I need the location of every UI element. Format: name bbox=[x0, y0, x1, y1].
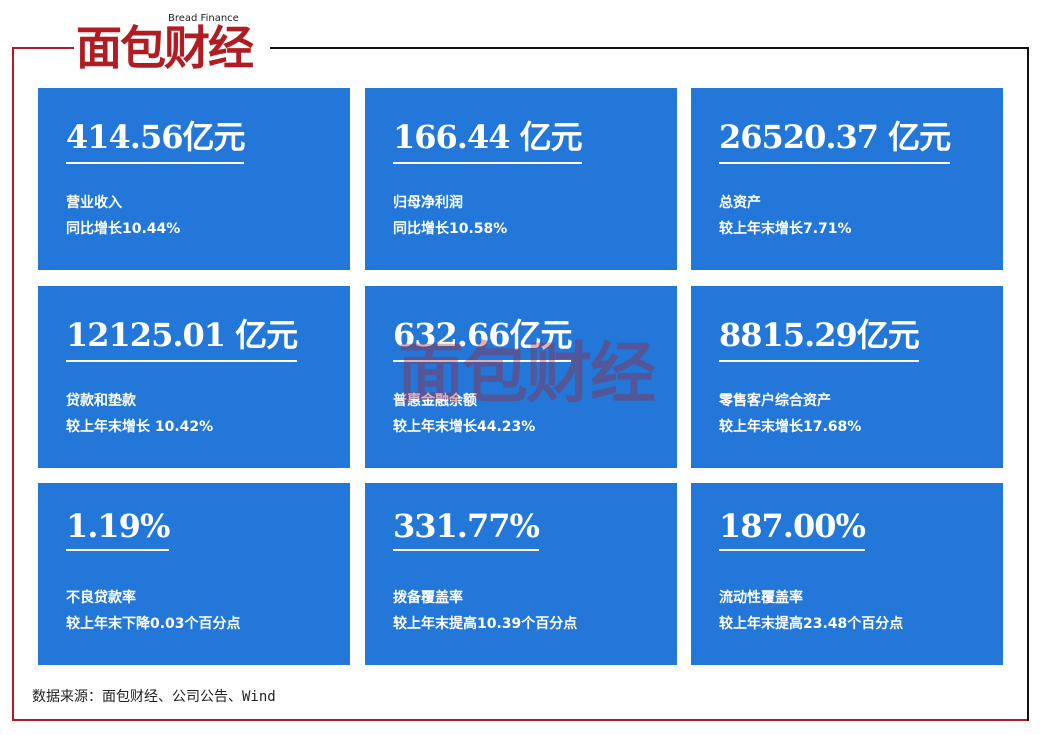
kpi-label: 贷款和垫款 bbox=[66, 393, 136, 409]
kpi-change: 较上年末增长7.71% bbox=[719, 221, 852, 237]
source-note: 数据来源：面包财经、公司公告、Wind bbox=[32, 689, 276, 705]
frame bbox=[12, 47, 74, 49]
kpi-change: 较上年末下降0.03个百分点 bbox=[66, 616, 241, 632]
kpi-change: 较上年末增长 10.42% bbox=[66, 419, 214, 435]
frame bbox=[12, 719, 1029, 721]
kpi-tile: 331.77% 拨备覆盖率较上年末提高10.39个百分点 bbox=[365, 483, 677, 665]
frame bbox=[1027, 47, 1029, 721]
kpi-value: 1.19% bbox=[66, 507, 170, 551]
logo-subtitle: Bread Finance bbox=[168, 13, 239, 24]
kpi-change: 较上年末提高10.39个百分点 bbox=[393, 616, 578, 632]
kpi-label: 零售客户综合资产 bbox=[719, 393, 831, 409]
kpi-label: 流动性覆盖率 bbox=[719, 590, 803, 606]
kpi-value: 166.44 亿元 bbox=[393, 112, 583, 164]
kpi-label: 总资产 bbox=[719, 195, 761, 211]
kpi-tile: 414.56亿元营业收入同比增长10.44% bbox=[38, 88, 350, 270]
kpi-label: 不良贷款率 bbox=[66, 590, 136, 606]
kpi-label: 拨备覆盖率 bbox=[393, 590, 463, 606]
kpi-tile: 632.66亿元普惠金融余额较上年末增长44.23% bbox=[365, 286, 677, 468]
kpi-tile: 166.44 亿元归母净利润同比增长10.58% bbox=[365, 88, 677, 270]
kpi-value: 187.00% bbox=[719, 507, 866, 551]
watermark: 面包财经 bbox=[398, 335, 656, 412]
kpi-label: 营业收入 bbox=[66, 195, 122, 211]
logo: 面包财经 bbox=[76, 21, 254, 75]
kpi-change: 较上年末提高23.48个百分点 bbox=[719, 616, 904, 632]
kpi-value: 8815.29亿元 bbox=[719, 310, 920, 362]
kpi-tile: 8815.29亿元零售客户综合资产较上年末增长17.68% bbox=[691, 286, 1003, 468]
kpi-value: 26520.37 亿元 bbox=[719, 112, 951, 164]
kpi-tile: 12125.01 亿元贷款和垫款较上年末增长 10.42% bbox=[38, 286, 350, 468]
kpi-change: 同比增长10.58% bbox=[393, 221, 508, 237]
frame bbox=[270, 47, 1029, 49]
kpi-tile: 1.19% 不良贷款率较上年末下降0.03个百分点 bbox=[38, 483, 350, 665]
kpi-value: 331.77% bbox=[393, 507, 540, 551]
kpi-tile: 187.00% 流动性覆盖率较上年末提高23.48个百分点 bbox=[691, 483, 1003, 665]
kpi-label: 归母净利润 bbox=[393, 195, 463, 211]
kpi-change: 较上年末增长44.23% bbox=[393, 419, 536, 435]
kpi-tile: 26520.37 亿元总资产较上年末增长7.71% bbox=[691, 88, 1003, 270]
kpi-value: 632.66亿元 bbox=[393, 310, 572, 362]
kpi-value: 12125.01 亿元 bbox=[66, 310, 298, 362]
kpi-label: 普惠金融余额 bbox=[393, 393, 477, 409]
kpi-change: 较上年末增长17.68% bbox=[719, 419, 862, 435]
frame bbox=[12, 47, 14, 721]
kpi-change: 同比增长10.44% bbox=[66, 221, 181, 237]
kpi-value: 414.56亿元 bbox=[66, 112, 245, 164]
